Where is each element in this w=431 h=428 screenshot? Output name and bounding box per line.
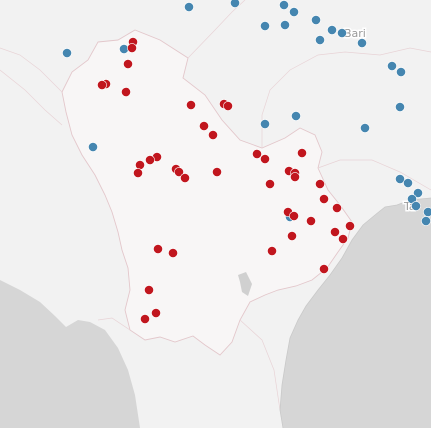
blue-marker[interactable] bbox=[315, 35, 325, 45]
red-marker[interactable] bbox=[319, 194, 329, 204]
city-label-bari: Bari bbox=[344, 27, 366, 40]
red-marker[interactable] bbox=[287, 231, 297, 241]
red-marker[interactable] bbox=[252, 149, 262, 159]
blue-marker[interactable] bbox=[337, 28, 347, 38]
blue-marker[interactable] bbox=[311, 15, 321, 25]
red-marker[interactable] bbox=[121, 87, 131, 97]
blue-marker-layer bbox=[62, 0, 431, 226]
red-marker[interactable] bbox=[208, 130, 218, 140]
blue-marker[interactable] bbox=[279, 0, 289, 10]
red-marker[interactable] bbox=[174, 167, 184, 177]
red-marker[interactable] bbox=[135, 160, 145, 170]
red-marker[interactable] bbox=[297, 148, 307, 158]
blue-marker[interactable] bbox=[357, 38, 367, 48]
blue-marker[interactable] bbox=[327, 25, 337, 35]
blue-marker[interactable] bbox=[291, 111, 301, 121]
region-area bbox=[61, 29, 353, 356]
red-marker[interactable] bbox=[267, 246, 277, 256]
red-marker[interactable] bbox=[145, 155, 155, 165]
red-marker[interactable] bbox=[180, 173, 190, 183]
blue-marker[interactable] bbox=[421, 216, 431, 226]
red-marker[interactable] bbox=[315, 179, 325, 189]
blue-marker[interactable] bbox=[413, 188, 423, 198]
red-marker[interactable] bbox=[153, 244, 163, 254]
red-marker[interactable] bbox=[265, 179, 275, 189]
red-marker[interactable] bbox=[345, 221, 355, 231]
red-marker[interactable] bbox=[97, 80, 107, 90]
red-marker[interactable] bbox=[319, 264, 329, 274]
red-marker[interactable] bbox=[144, 285, 154, 295]
blue-marker[interactable] bbox=[411, 201, 421, 211]
blue-marker[interactable] bbox=[289, 7, 299, 17]
blue-marker[interactable] bbox=[260, 21, 270, 31]
blue-marker[interactable] bbox=[260, 119, 270, 129]
blue-marker[interactable] bbox=[387, 61, 397, 71]
blue-marker[interactable] bbox=[395, 174, 405, 184]
blue-marker[interactable] bbox=[62, 48, 72, 58]
red-marker[interactable] bbox=[260, 154, 270, 164]
blue-marker[interactable] bbox=[403, 178, 413, 188]
red-marker[interactable] bbox=[338, 234, 348, 244]
blue-marker[interactable] bbox=[395, 102, 405, 112]
red-marker[interactable] bbox=[151, 308, 161, 318]
blue-marker[interactable] bbox=[184, 2, 194, 12]
red-marker[interactable] bbox=[123, 59, 133, 69]
blue-marker[interactable] bbox=[230, 0, 240, 8]
boundary-line bbox=[0, 0, 431, 411]
red-marker[interactable] bbox=[168, 248, 178, 258]
blue-marker[interactable] bbox=[280, 20, 290, 30]
red-marker-layer bbox=[97, 37, 355, 324]
red-marker[interactable] bbox=[186, 100, 196, 110]
red-marker[interactable] bbox=[140, 314, 150, 324]
red-marker[interactable] bbox=[289, 211, 299, 221]
blue-marker[interactable] bbox=[396, 67, 406, 77]
blue-marker[interactable] bbox=[88, 142, 98, 152]
red-marker[interactable] bbox=[290, 172, 300, 182]
red-marker[interactable] bbox=[332, 203, 342, 213]
red-marker[interactable] bbox=[212, 167, 222, 177]
red-marker[interactable] bbox=[127, 43, 137, 53]
red-marker[interactable] bbox=[199, 121, 209, 131]
red-marker[interactable] bbox=[306, 216, 316, 226]
lake-shape bbox=[238, 272, 252, 296]
red-marker[interactable] bbox=[133, 168, 143, 178]
coastline bbox=[279, 197, 431, 428]
red-marker[interactable] bbox=[223, 101, 233, 111]
red-marker[interactable] bbox=[330, 227, 340, 237]
blue-marker[interactable] bbox=[360, 123, 370, 133]
blue-marker[interactable] bbox=[423, 207, 431, 217]
